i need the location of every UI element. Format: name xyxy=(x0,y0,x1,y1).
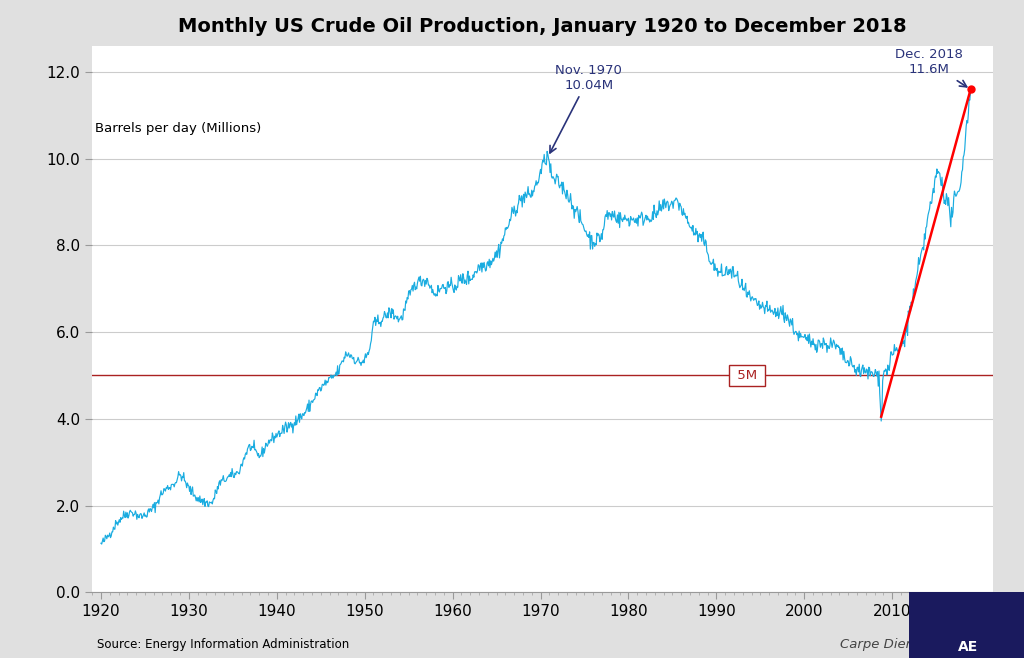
Text: Source: Energy Information Administration: Source: Energy Information Administratio… xyxy=(97,638,349,651)
Text: Barrels per day (Millions): Barrels per day (Millions) xyxy=(95,122,261,135)
Text: 5M: 5M xyxy=(733,369,761,382)
Text: Dec. 2018
11.6M: Dec. 2018 11.6M xyxy=(895,49,967,87)
Text: Carpe Diem: Carpe Diem xyxy=(840,638,919,651)
Text: AE: AE xyxy=(957,640,978,655)
Title: Monthly US Crude Oil Production, January 1920 to December 2018: Monthly US Crude Oil Production, January… xyxy=(178,17,907,36)
Text: Nov. 1970
10.04M: Nov. 1970 10.04M xyxy=(550,64,623,153)
